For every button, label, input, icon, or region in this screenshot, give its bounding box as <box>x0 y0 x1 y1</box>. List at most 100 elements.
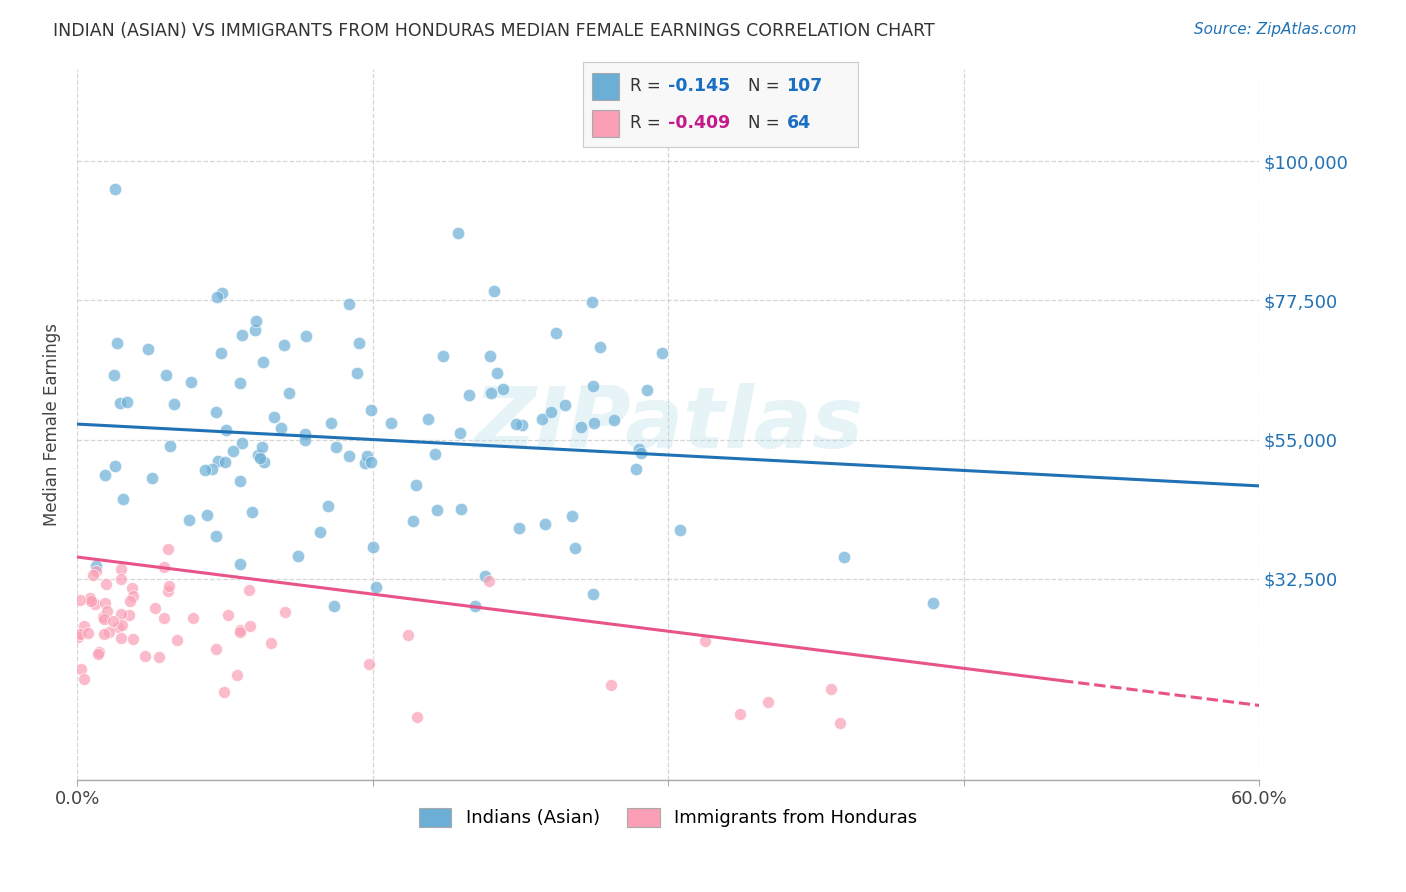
Point <box>217 608 239 623</box>
Point <box>247 448 270 462</box>
Point <box>569 420 592 434</box>
Text: N =: N = <box>748 114 785 132</box>
Point <box>67 630 90 644</box>
Point <box>155 368 177 383</box>
Point <box>201 462 224 476</box>
Point <box>207 290 229 304</box>
Point <box>93 612 115 626</box>
Point <box>828 716 851 731</box>
Point <box>215 423 238 437</box>
Point <box>111 618 134 632</box>
Point <box>464 599 486 614</box>
Point <box>561 509 583 524</box>
Point <box>79 591 101 605</box>
Point <box>104 182 127 196</box>
Point <box>159 439 181 453</box>
Point <box>229 376 252 391</box>
Point <box>402 514 425 528</box>
Point <box>96 604 118 618</box>
Point <box>229 625 252 640</box>
FancyBboxPatch shape <box>592 110 619 137</box>
Point <box>105 336 128 351</box>
Point <box>337 296 360 310</box>
Point <box>153 560 176 574</box>
Point <box>505 417 527 431</box>
Text: N =: N = <box>748 77 785 95</box>
Point <box>94 576 117 591</box>
Point <box>110 607 132 621</box>
Point <box>238 583 260 598</box>
Point <box>357 657 380 671</box>
Point <box>121 581 143 595</box>
Point <box>508 521 530 535</box>
Point <box>361 540 384 554</box>
Point <box>115 395 138 409</box>
Point <box>624 461 647 475</box>
Point <box>77 625 100 640</box>
Point <box>540 405 562 419</box>
Point <box>405 709 427 723</box>
Point <box>205 529 228 543</box>
Point <box>380 416 402 430</box>
Point <box>214 685 236 699</box>
Point <box>181 611 204 625</box>
Point <box>229 474 252 488</box>
Point <box>449 426 471 441</box>
Point <box>107 620 129 634</box>
Point <box>229 558 252 572</box>
Point <box>321 416 343 430</box>
Point <box>554 399 576 413</box>
Point <box>143 601 166 615</box>
Point <box>834 549 856 564</box>
Point <box>630 445 652 459</box>
Point <box>474 568 496 582</box>
Point <box>582 379 605 393</box>
Point <box>209 346 232 360</box>
Point <box>346 366 368 380</box>
Point <box>756 696 779 710</box>
Text: 64: 64 <box>786 114 810 132</box>
Point <box>510 418 533 433</box>
Point <box>73 619 96 633</box>
Point <box>84 564 107 578</box>
Point <box>278 386 301 401</box>
Point <box>263 409 285 424</box>
Point <box>108 395 131 409</box>
Point <box>603 413 626 427</box>
Point <box>87 647 110 661</box>
Point <box>628 442 651 457</box>
Point <box>214 455 236 469</box>
Point <box>97 624 120 639</box>
Point <box>121 589 143 603</box>
Point <box>159 579 181 593</box>
Point <box>295 329 318 343</box>
Point <box>250 440 273 454</box>
Point <box>432 349 454 363</box>
Point <box>104 458 127 473</box>
Point <box>222 444 245 458</box>
Point <box>589 340 612 354</box>
Legend: Indians (Asian), Immigrants from Honduras: Indians (Asian), Immigrants from Hondura… <box>412 801 924 835</box>
Point <box>325 440 347 454</box>
Point <box>318 500 340 514</box>
Point <box>207 454 229 468</box>
Point <box>360 455 382 469</box>
Text: -0.145: -0.145 <box>668 77 731 95</box>
Point <box>636 384 658 398</box>
Point <box>70 662 93 676</box>
Point <box>195 508 218 522</box>
Point <box>134 648 156 663</box>
Point <box>921 596 943 610</box>
Point <box>82 568 104 582</box>
Point <box>122 632 145 646</box>
Point <box>84 597 107 611</box>
Point <box>405 478 427 492</box>
Point <box>163 397 186 411</box>
Point <box>478 349 501 363</box>
Point <box>245 313 267 327</box>
Text: -0.409: -0.409 <box>668 114 731 132</box>
Point <box>239 619 262 633</box>
Point <box>458 388 481 402</box>
Point <box>533 517 555 532</box>
Point <box>110 562 132 576</box>
